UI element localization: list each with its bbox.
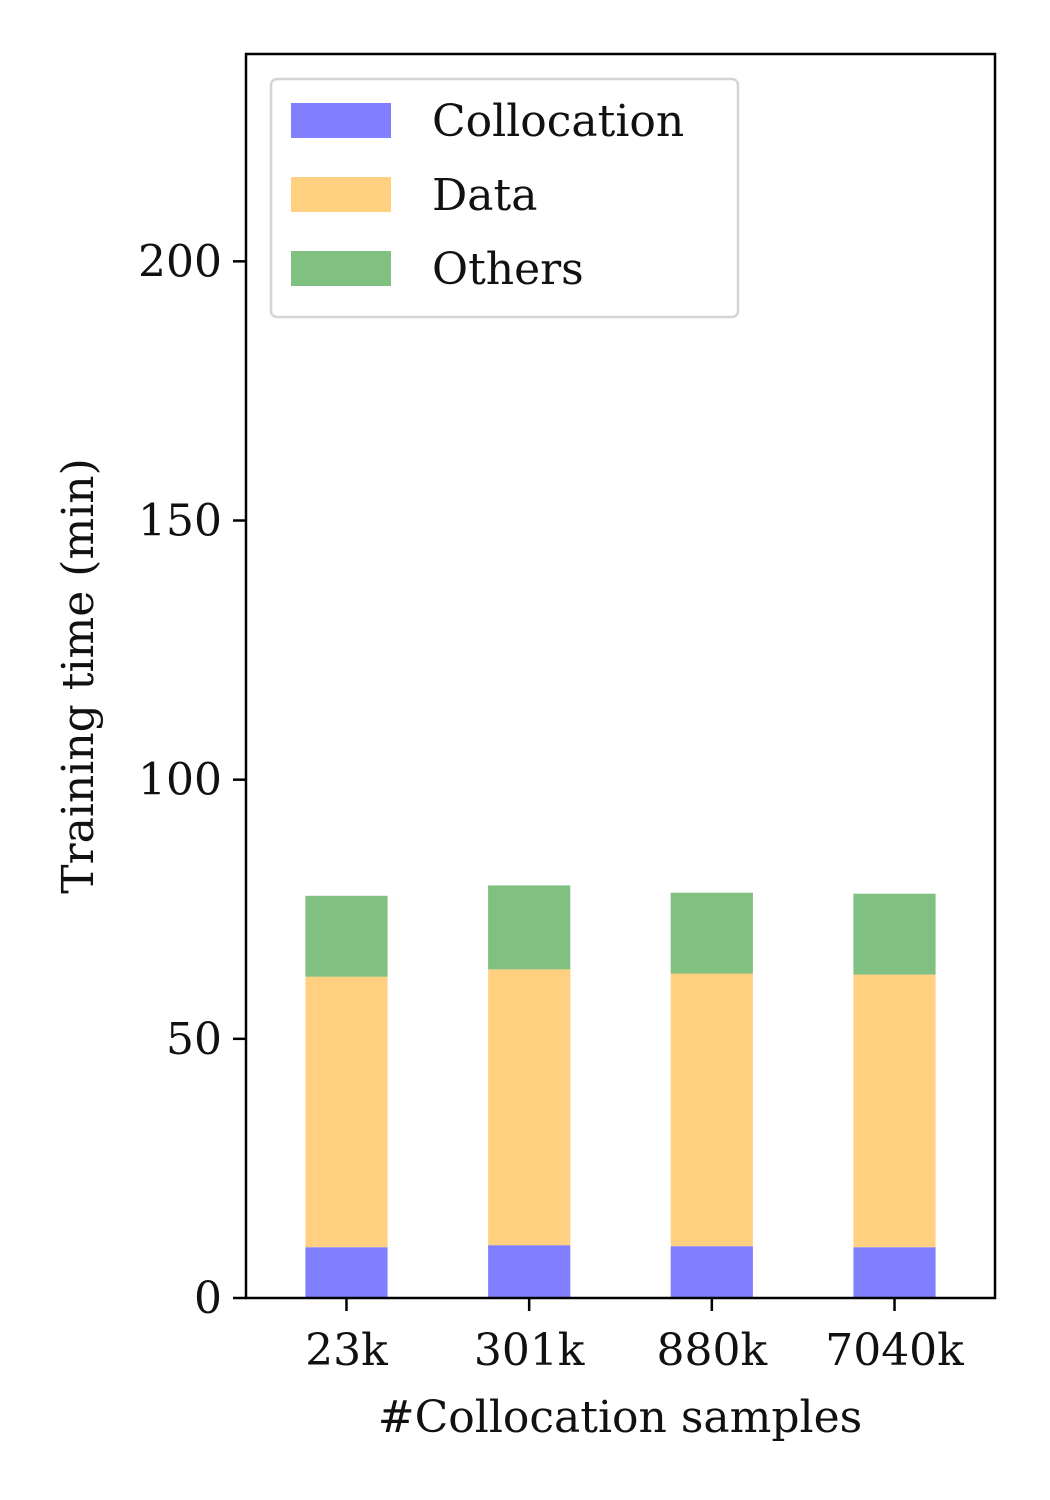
bar-others-301k (488, 885, 571, 970)
y-tick-label: 0 (194, 1273, 222, 1324)
x-tick-label: 23k (305, 1325, 388, 1376)
y-axis-label: Training time (min) (53, 458, 104, 894)
x-tick-label: 880k (657, 1325, 768, 1376)
legend: Collocation Data Others (269, 77, 740, 319)
bar-data-880k (670, 973, 753, 1247)
bar-collocation-880k (670, 1246, 753, 1298)
legend-swatch-collocation (291, 103, 391, 138)
legend-swatch-others (291, 251, 391, 286)
legend-swatch-data (291, 177, 391, 212)
y-axis: 0 50 100 150 200 (138, 236, 246, 1324)
bar-others-7040k (853, 893, 936, 975)
bar-collocation-301k (488, 1245, 571, 1298)
y-tick-label: 200 (138, 236, 222, 287)
legend-label-collocation: Collocation (432, 96, 684, 147)
bar-data-301k (488, 969, 571, 1246)
y-tick-label: 100 (138, 755, 222, 806)
bar-data-23k (305, 976, 388, 1248)
plot-frame (244, 52, 997, 1300)
bar-others-880k (670, 892, 753, 974)
legend-label-data: Data (432, 170, 537, 221)
bars-layer (305, 885, 936, 1298)
x-tick-label: 301k (474, 1325, 585, 1376)
bar-collocation-7040k (853, 1247, 936, 1298)
y-tick-label: 50 (166, 1014, 222, 1065)
x-axis: 23k 301k 880k 7040k (305, 1298, 964, 1376)
x-axis-label: #Collocation samples (378, 1392, 863, 1443)
bar-others-23k (305, 895, 388, 977)
bar-data-7040k (853, 974, 936, 1248)
x-tick-label: 7040k (825, 1325, 964, 1376)
bar-collocation-23k (305, 1247, 388, 1298)
y-tick-label: 150 (138, 496, 222, 547)
legend-label-others: Others (432, 244, 584, 295)
